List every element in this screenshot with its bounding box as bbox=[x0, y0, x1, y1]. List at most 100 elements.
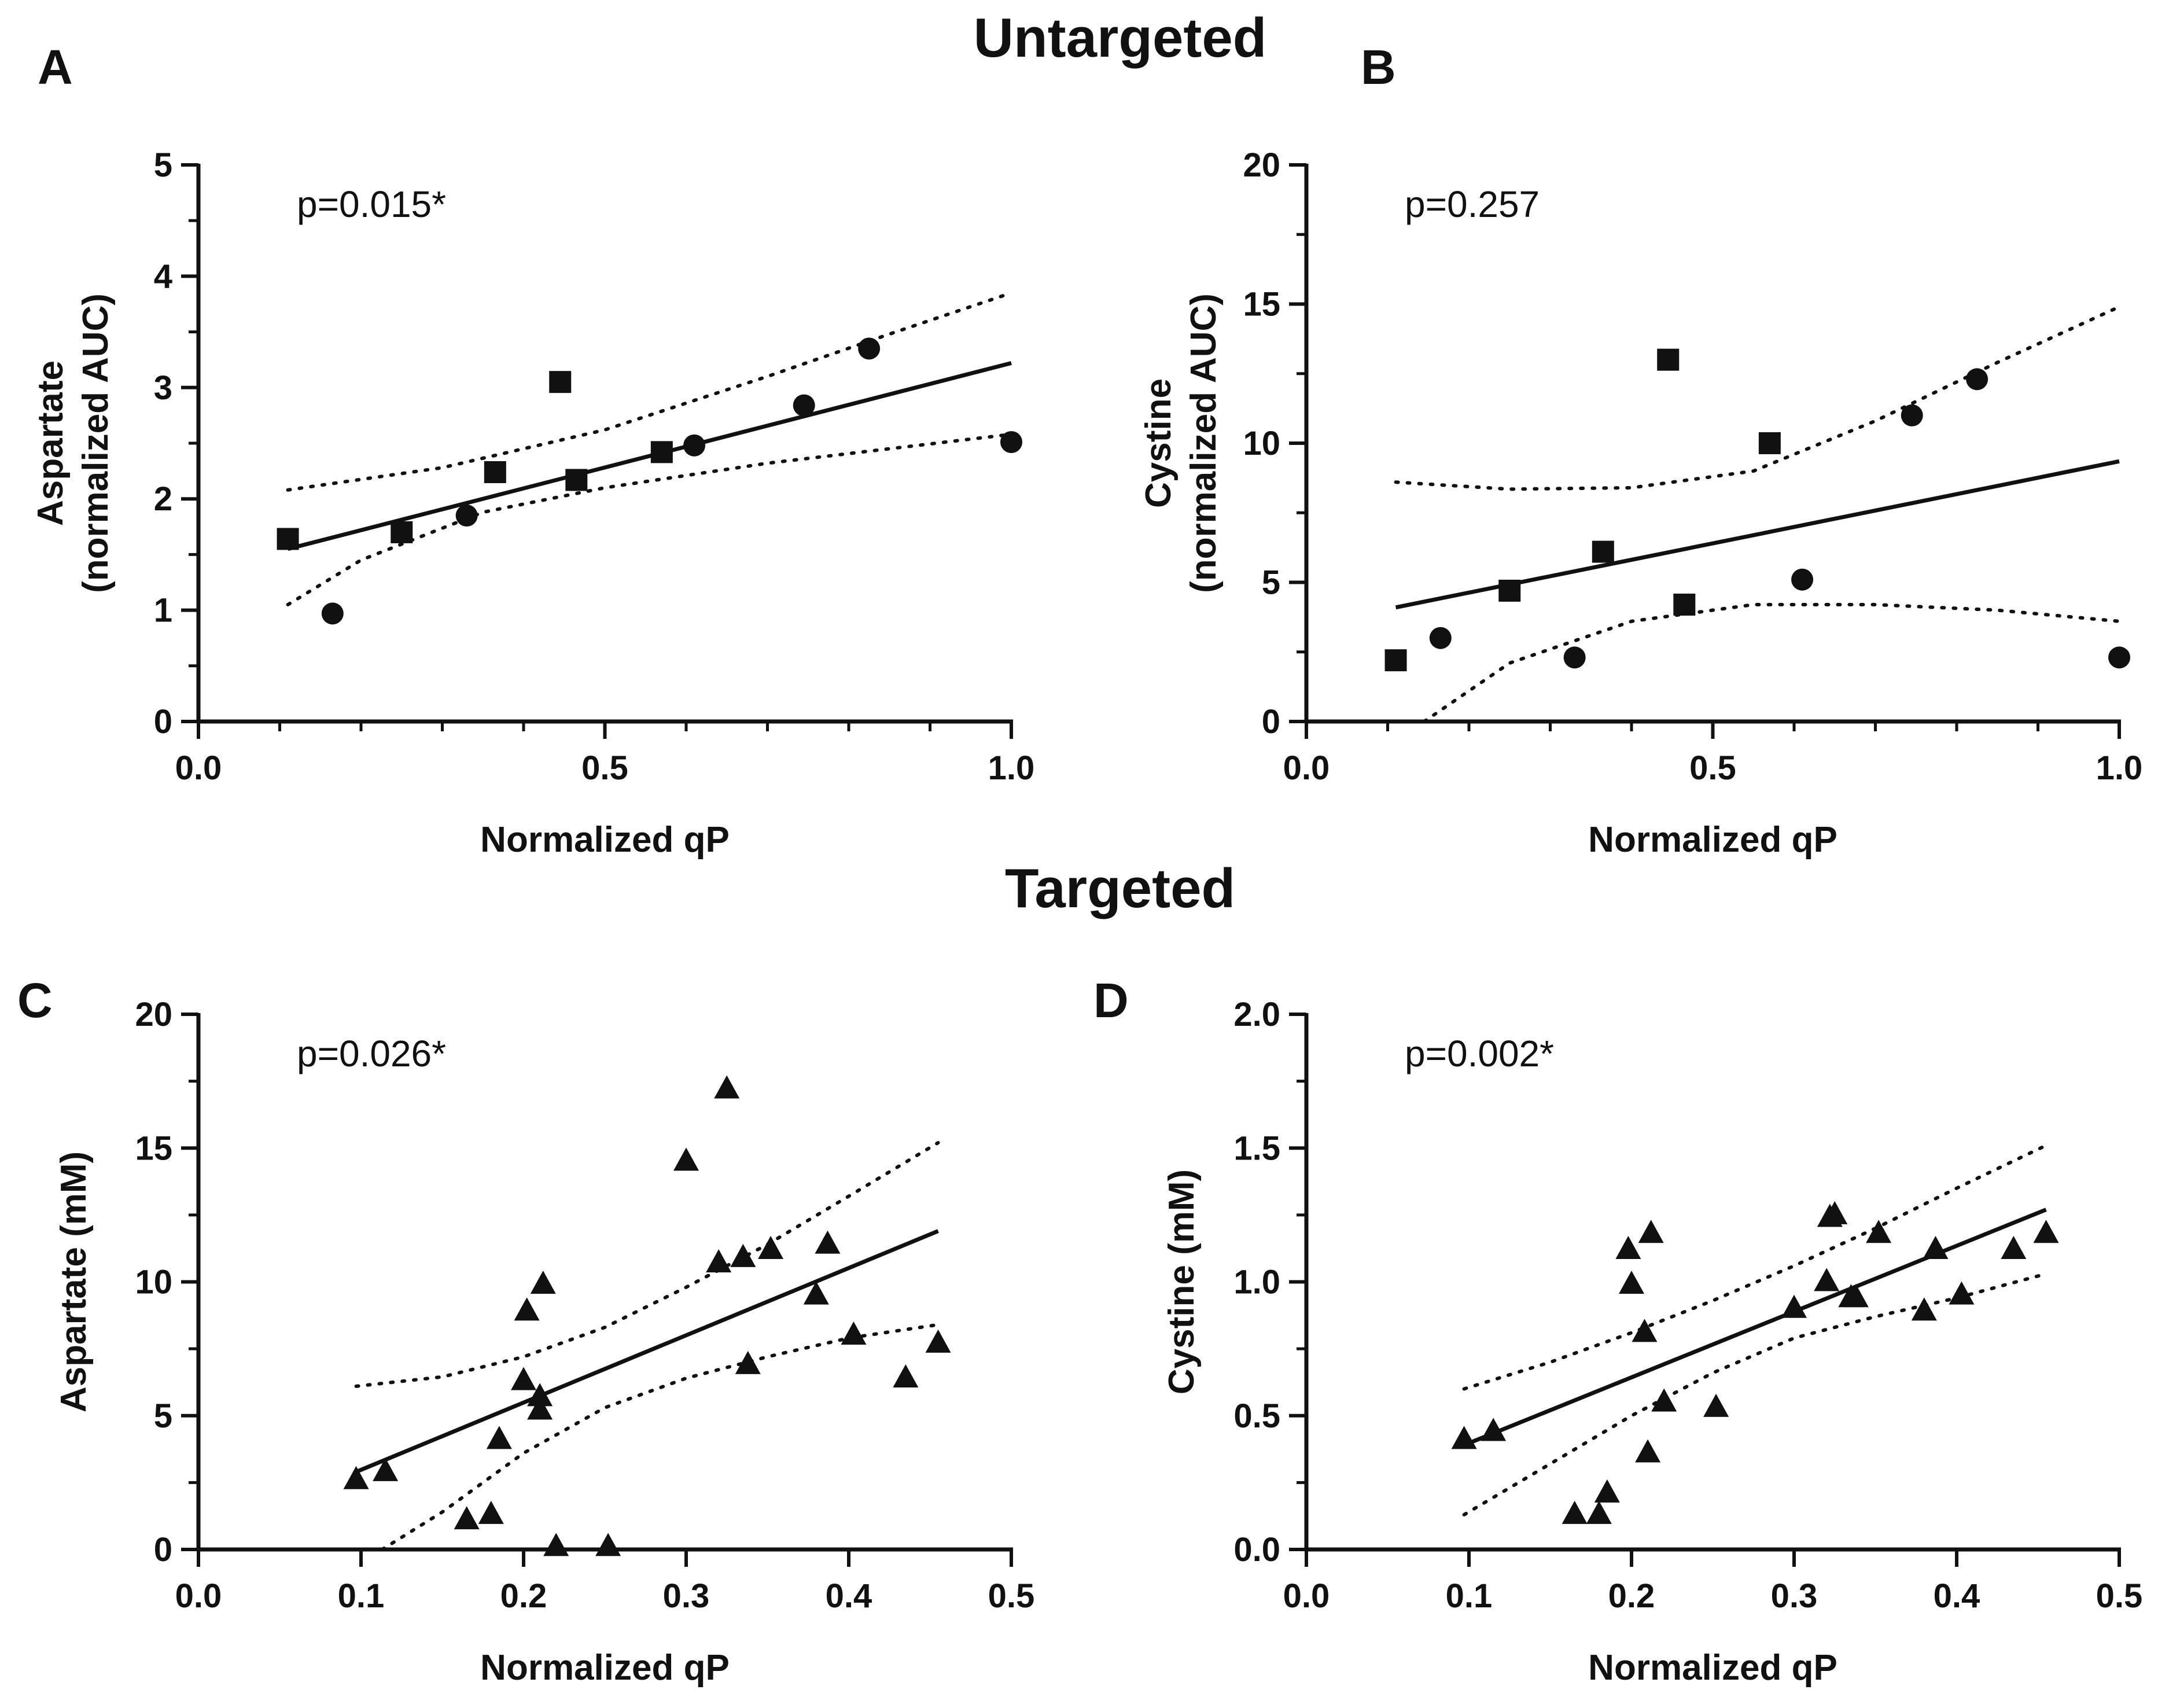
y-tick-label: 0 bbox=[154, 1531, 172, 1569]
data-point-triangle bbox=[1651, 1388, 1677, 1412]
x-tick-label: 0.0 bbox=[1283, 1577, 1330, 1615]
panel-d: D 0.0 0.5 1.0 1.5 2.0 0.0 0.1 0.2 0.3 0.4 0.5 Normal… bbox=[1093, 973, 2142, 1688]
data-point-circle bbox=[1563, 646, 1586, 669]
y-tick-label: 15 bbox=[1243, 286, 1280, 323]
data-point-triangle bbox=[1638, 1220, 1664, 1243]
data-point-triangle bbox=[527, 1383, 553, 1407]
data-point-triangle bbox=[373, 1457, 399, 1481]
data-point-triangle bbox=[730, 1243, 756, 1267]
y-tick-label: 10 bbox=[1243, 425, 1280, 462]
data-point-square bbox=[650, 441, 673, 463]
data-point-square bbox=[1498, 579, 1521, 602]
data-point-triangle bbox=[343, 1466, 369, 1489]
data-point-square bbox=[1657, 348, 1680, 371]
y-axis-label: Cystine bbox=[1139, 378, 1179, 508]
x-tick-label: 0.1 bbox=[1446, 1577, 1493, 1615]
data-point-triangle bbox=[1586, 1500, 1612, 1524]
data-point-square bbox=[1384, 649, 1407, 672]
data-point-triangle bbox=[1814, 1268, 1840, 1291]
ci-upper-band bbox=[286, 291, 1013, 492]
data-point-circle bbox=[1791, 568, 1814, 591]
y-tick-label: 10 bbox=[135, 1264, 172, 1301]
data-point-triangle bbox=[1923, 1236, 1949, 1259]
y-tick-label: 0 bbox=[1262, 703, 1280, 741]
y-tick-label: 0.5 bbox=[1233, 1397, 1280, 1435]
x-tick-label: 0.5 bbox=[2096, 1577, 2143, 1615]
data-point-triangle bbox=[1619, 1271, 1644, 1294]
x-tick-label: 0.4 bbox=[1934, 1577, 1980, 1615]
data-point-triangle bbox=[815, 1230, 841, 1254]
x-tick-label: 0.2 bbox=[1608, 1577, 1655, 1615]
data-point-triangle bbox=[543, 1533, 569, 1556]
x-axis-label: Normalized qP bbox=[1588, 1648, 1837, 1688]
y-tick-label: 4 bbox=[154, 257, 172, 295]
data-point-triangle bbox=[673, 1147, 699, 1171]
section-title-targeted: Targeted bbox=[1005, 857, 1235, 919]
data-point-square bbox=[1592, 540, 1614, 563]
data-point-circle bbox=[793, 394, 815, 417]
data-point-triangle bbox=[893, 1364, 919, 1387]
data-point-square bbox=[549, 371, 572, 393]
y-axis-label: Aspartate bbox=[31, 360, 71, 526]
x-tick-label: 0.4 bbox=[826, 1577, 872, 1615]
data-point-circle bbox=[1000, 431, 1022, 454]
x-tick-label: 0.0 bbox=[1283, 749, 1330, 787]
data-point-triangle bbox=[1594, 1479, 1620, 1503]
data-point-triangle bbox=[486, 1426, 512, 1449]
panel-a: A 0 1 2 3 4 5 0.0 0.5 1.0 Normalized qP Aspartate (n… bbox=[31, 40, 1034, 860]
y-tick-label: 0.0 bbox=[1233, 1531, 1280, 1569]
data-point-triangle bbox=[1843, 1284, 1869, 1308]
data-point-triangle bbox=[514, 1297, 540, 1321]
data-point-circle bbox=[455, 505, 478, 527]
y-tick-label: 5 bbox=[154, 146, 172, 184]
y-tick-label: 3 bbox=[154, 369, 172, 407]
data-point-triangle bbox=[1911, 1297, 1937, 1321]
x-axis-label: Normalized qP bbox=[480, 1648, 730, 1688]
x-tick-label: 0.3 bbox=[663, 1577, 710, 1615]
data-point-triangle bbox=[1781, 1294, 1807, 1318]
data-point-triangle bbox=[735, 1350, 761, 1374]
panel-letter: C bbox=[17, 973, 53, 1028]
y-tick-label: 1 bbox=[154, 592, 172, 630]
panel-letter: D bbox=[1093, 973, 1129, 1028]
p-value-annotation: p=0.002* bbox=[1405, 1033, 1554, 1074]
ci-lower-band bbox=[1462, 1272, 2048, 1516]
data-point-square bbox=[277, 528, 299, 550]
data-point-square bbox=[565, 469, 588, 491]
data-point-square bbox=[1673, 593, 1696, 616]
panel-c: C 0 5 10 15 20 0.0 0.1 0.2 0.3 0.4 0.5 Normalized qP… bbox=[17, 973, 1034, 1688]
data-point-triangle bbox=[1615, 1236, 1641, 1259]
x-tick-label: 0.1 bbox=[338, 1577, 385, 1615]
data-point-triangle bbox=[841, 1322, 867, 1345]
data-point-triangle bbox=[803, 1281, 829, 1305]
data-point-triangle bbox=[527, 1396, 553, 1420]
data-point-circle bbox=[2108, 646, 2130, 669]
y-axis-label: (normalized AUC) bbox=[76, 293, 116, 593]
data-point-circle bbox=[1966, 368, 1988, 391]
panel-b: B 0 5 10 15 20 0.0 0.5 1.0 Normalized qP Cystine (n… bbox=[1139, 40, 2142, 860]
data-point-triangle bbox=[2033, 1220, 2059, 1243]
p-value-annotation: p=0.026* bbox=[297, 1033, 446, 1074]
y-tick-label: 20 bbox=[135, 996, 172, 1033]
y-tick-label: 5 bbox=[154, 1397, 172, 1435]
data-point-triangle bbox=[1949, 1281, 1975, 1305]
data-point-triangle bbox=[758, 1236, 784, 1259]
y-tick-label: 20 bbox=[1243, 146, 1280, 184]
regression-line bbox=[1463, 1208, 2047, 1447]
data-point-triangle bbox=[925, 1329, 951, 1353]
data-point-circle bbox=[321, 602, 344, 625]
regression-line bbox=[355, 1229, 939, 1474]
data-point-square bbox=[484, 461, 506, 484]
data-point-triangle bbox=[1822, 1201, 1848, 1224]
ci-upper-band bbox=[1394, 305, 2121, 491]
data-point-circle bbox=[1901, 404, 1923, 426]
data-point-triangle bbox=[530, 1271, 556, 1294]
data-point-triangle bbox=[1635, 1439, 1661, 1463]
x-tick-label: 0.5 bbox=[581, 749, 628, 787]
y-tick-label: 5 bbox=[1262, 564, 1280, 602]
data-point-triangle bbox=[1481, 1418, 1507, 1441]
ci-lower-band bbox=[286, 432, 1013, 606]
ci-upper-band bbox=[1462, 1143, 2048, 1391]
data-point-triangle bbox=[1632, 1319, 1658, 1342]
x-tick-label: 0.5 bbox=[988, 1577, 1035, 1615]
